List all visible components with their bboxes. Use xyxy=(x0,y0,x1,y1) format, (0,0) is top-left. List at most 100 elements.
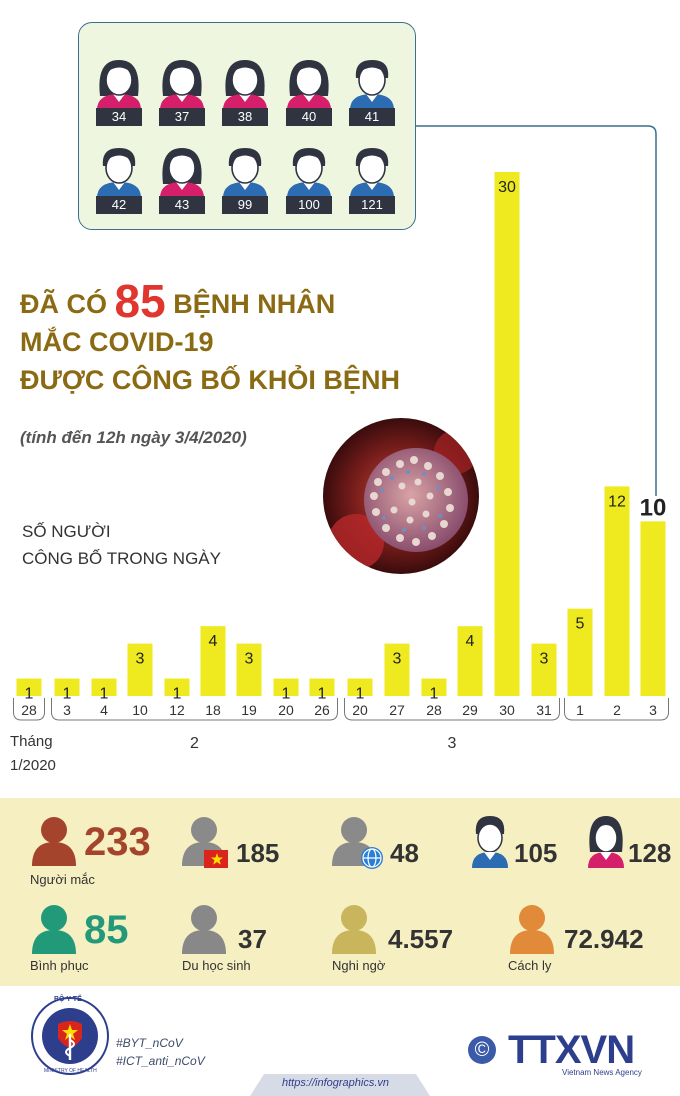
x-tick-label: 4 xyxy=(100,702,108,718)
bar-value-label: 3 xyxy=(540,651,549,668)
x-tick-label: 30 xyxy=(499,702,515,718)
suspected-label: Nghi ngờ xyxy=(332,958,386,973)
infected-label: Người mắc xyxy=(30,872,95,887)
infected-value: 233 xyxy=(84,820,151,864)
patient-id: 37 xyxy=(159,108,205,126)
male-avatar-icon xyxy=(350,60,394,110)
hashtag-1[interactable]: #BYT_nCoV xyxy=(116,1036,183,1050)
copyright-icon: © xyxy=(468,1036,496,1064)
x-tick-label: 18 xyxy=(205,702,221,718)
x-tick-label: 29 xyxy=(462,702,478,718)
ministry-logo-subtext: MINISTRY OF HEALTH xyxy=(44,1068,97,1074)
subtitle: (tính đến 12h ngày 3/4/2020) xyxy=(20,428,247,447)
y-axis-label: SỐ NGƯỜI CÔNG BỐ TRONG NGÀY xyxy=(22,518,221,572)
recovered-value: 85 xyxy=(84,908,129,952)
person-icon xyxy=(510,905,554,954)
patients-grid: 34 37 38 40 41 42 43 99 100 121 xyxy=(78,22,416,230)
connector-line xyxy=(416,125,657,496)
bar-15 xyxy=(567,608,593,696)
month-bracket xyxy=(51,698,338,721)
y-label-line2: CÔNG BỐ TRONG NGÀY xyxy=(22,549,221,568)
virus-illustration xyxy=(323,418,479,574)
url-banner xyxy=(250,1074,430,1096)
person-icon xyxy=(32,817,76,866)
person-flag-icon xyxy=(182,817,228,868)
website-link[interactable]: https://infographics.vn xyxy=(282,1077,390,1089)
patient-100: 100 xyxy=(284,144,334,214)
male-avatar-icon xyxy=(350,148,394,198)
x-tick-label: 20 xyxy=(352,702,368,718)
x-tick-label: 10 xyxy=(132,702,148,718)
patient-id: 43 xyxy=(159,196,205,214)
vietnamese-value: 185 xyxy=(236,838,280,868)
x-tick-label: 26 xyxy=(314,702,330,718)
bar-value-label: 30 xyxy=(498,179,516,196)
headline-line1: ĐÃ CÓ 85 BỆNH NHÂN xyxy=(20,278,440,324)
female-avatar-icon xyxy=(160,148,204,198)
hashtag-2[interactable]: #ICT_anti_nCoV xyxy=(116,1054,205,1068)
patient-id: 38 xyxy=(222,108,268,126)
bar-0 xyxy=(16,678,42,696)
female-avatar-icon xyxy=(223,60,267,110)
x-tick-label: 3 xyxy=(63,702,71,718)
female-value: 128 xyxy=(628,838,672,868)
bar-14 xyxy=(531,643,557,696)
bar-chart: 1281314310112418319120126120327128429303… xyxy=(13,172,669,752)
patient-99: 99 xyxy=(220,144,270,214)
bar-value-label: 1 xyxy=(356,686,365,703)
ministry-logo xyxy=(31,997,109,1075)
bar-value-label: 1 xyxy=(63,686,72,703)
headline-line3: ĐƯỢC CÔNG BỐ KHỎI BỆNH xyxy=(20,365,400,395)
person-icon xyxy=(182,905,226,954)
bar-10 xyxy=(384,643,410,696)
bar-9 xyxy=(347,678,373,696)
bar-5 xyxy=(200,626,226,696)
bar-value-label: 3 xyxy=(393,651,402,668)
foreign-value: 48 xyxy=(390,838,419,868)
month-axis-label: Tháng 1/2020 xyxy=(10,730,56,778)
bar-value-label: 4 xyxy=(209,633,218,650)
male-avatar-icon xyxy=(223,148,267,198)
bar-3 xyxy=(127,643,153,696)
month-label-line2: 1/2020 xyxy=(10,757,56,774)
headline-number: 85 xyxy=(114,275,166,327)
headline: ĐÃ CÓ 85 BỆNH NHÂN MẮC COVID-19 ĐƯỢC CÔN… xyxy=(20,278,440,399)
bar-value-label: 4 xyxy=(466,633,475,650)
person-icon xyxy=(32,905,76,954)
bar-7 xyxy=(273,678,299,696)
bar-value-label: 1 xyxy=(430,686,439,703)
bar-1 xyxy=(54,678,80,696)
bar-value-label: 10 xyxy=(640,494,667,521)
female-avatar-icon xyxy=(160,60,204,110)
month-bracket xyxy=(344,698,560,721)
bar-value-label: 1 xyxy=(100,686,109,703)
x-tick-label: 1 xyxy=(576,702,584,718)
month-bracket xyxy=(564,698,669,721)
person-icon xyxy=(332,905,376,954)
bar-value-label: 12 xyxy=(608,493,626,510)
quarantine-value: 72.942 xyxy=(564,924,644,954)
brand-subtitle: Vietnam News Agency xyxy=(562,1068,642,1077)
headline-line2: MẮC COVID-19 xyxy=(20,327,214,357)
patient-41: 41 xyxy=(347,56,397,126)
patient-id: 42 xyxy=(96,196,142,214)
students-label: Du học sinh xyxy=(182,958,251,973)
x-tick-label: 19 xyxy=(241,702,257,718)
person-globe-icon xyxy=(332,817,383,869)
male-value: 105 xyxy=(514,838,558,868)
patient-43: 43 xyxy=(157,144,207,214)
stats-panel xyxy=(0,798,680,986)
x-tick-label: 27 xyxy=(389,702,405,718)
male-icon xyxy=(472,816,508,868)
patient-121: 121 xyxy=(347,144,397,214)
students-value: 37 xyxy=(238,924,267,954)
bar-value-label: 5 xyxy=(576,616,585,633)
patient-37: 37 xyxy=(157,56,207,126)
x-tick-label: 28 xyxy=(21,702,37,718)
male-avatar-icon xyxy=(287,148,331,198)
male-avatar-icon xyxy=(97,148,141,198)
month-bracket xyxy=(13,698,45,721)
patient-38: 38 xyxy=(220,56,270,126)
bar-value-label: 1 xyxy=(25,686,34,703)
x-tick-label: 31 xyxy=(536,702,552,718)
